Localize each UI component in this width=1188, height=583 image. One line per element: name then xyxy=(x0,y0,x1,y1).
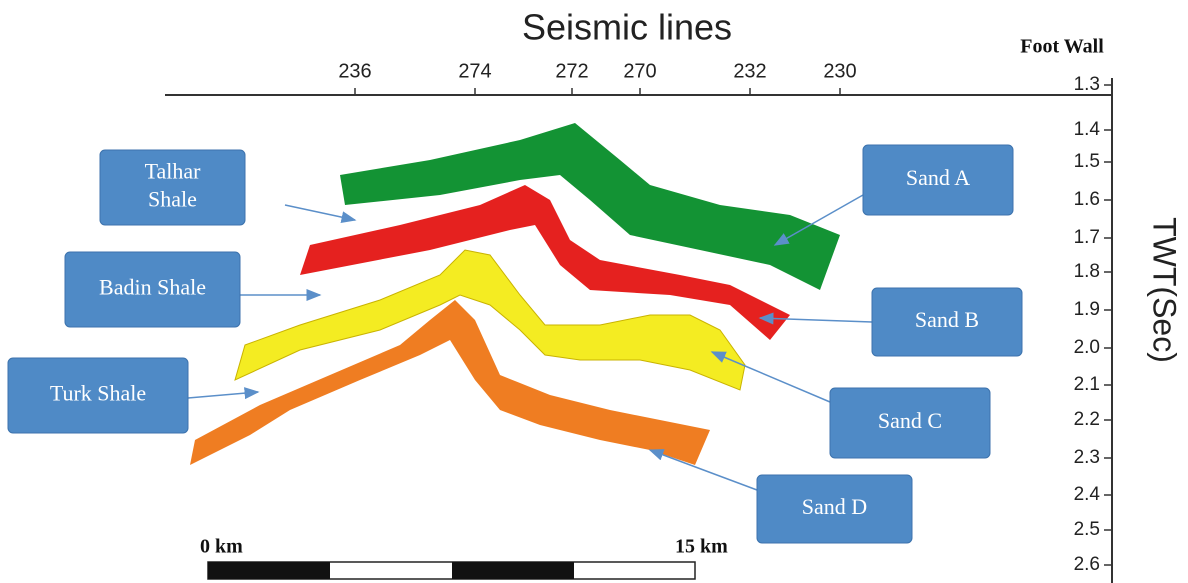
twt-tick-label: 1.8 xyxy=(1074,261,1100,282)
label-text: Sand A xyxy=(906,165,970,190)
twt-tick-label: 2.5 xyxy=(1074,519,1100,540)
twt-tick-label: 1.9 xyxy=(1074,299,1100,320)
twt-tick-label: 1.6 xyxy=(1074,189,1100,210)
sand-b xyxy=(300,185,790,340)
twt-tick-label: 1.4 xyxy=(1074,119,1101,140)
line-label: 232 xyxy=(733,60,766,82)
twt-tick-label: 2.3 xyxy=(1074,447,1100,468)
foot-wall: Foot Wall xyxy=(1020,36,1104,58)
twt-tick-label: 2.4 xyxy=(1074,484,1101,505)
sand-a xyxy=(340,123,840,290)
label-text: Sand D xyxy=(802,494,867,519)
label-box xyxy=(756,474,913,544)
scale-bar xyxy=(207,561,696,580)
label-text: Badin Shale xyxy=(99,275,206,300)
label-box xyxy=(871,287,1023,357)
twt-tick-label: 1.3 xyxy=(1074,74,1100,95)
label-box xyxy=(862,144,1014,216)
line-label: 274 xyxy=(458,60,491,82)
twt-tick-label: 1.5 xyxy=(1074,151,1100,172)
label-box xyxy=(99,149,246,226)
title: Seismic lines xyxy=(522,7,732,48)
twt-label: TWT(Sec) xyxy=(1147,217,1183,363)
label-text: Talhar Shale xyxy=(145,159,202,212)
twt-tick-label: 2.1 xyxy=(1074,374,1100,395)
twt-tick-label: 2.0 xyxy=(1074,337,1100,358)
twt-tick-label: 2.6 xyxy=(1074,554,1100,575)
arrows xyxy=(187,194,873,491)
label-text: Sand C xyxy=(878,408,942,433)
label-text: Sand B xyxy=(915,307,979,332)
sand-d xyxy=(190,300,710,465)
label-text: Turk Shale xyxy=(50,381,146,406)
scale-start: 0 km xyxy=(200,536,243,558)
label-box xyxy=(64,251,241,328)
twt-tick-label: 2.2 xyxy=(1074,409,1100,430)
twt-tick-label: 1.7 xyxy=(1074,227,1100,248)
sand-c xyxy=(234,249,746,391)
line-label: 272 xyxy=(555,60,588,82)
line-label: 230 xyxy=(823,60,856,82)
scale-end: 15 km xyxy=(675,536,728,558)
line-label: 236 xyxy=(338,60,371,82)
line-label: 270 xyxy=(623,60,656,82)
label-box xyxy=(7,357,189,434)
label-box xyxy=(829,387,991,459)
